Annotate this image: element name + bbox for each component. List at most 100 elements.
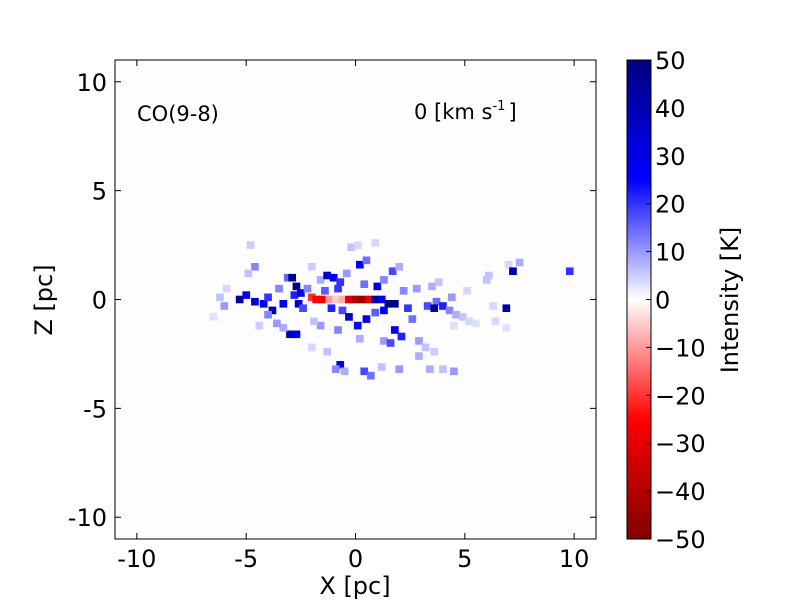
heatmap-cell: [334, 284, 342, 293]
heatmap-cell: [565, 267, 574, 275]
colorbar-tick-label: 20: [655, 191, 686, 219]
heatmap-cell: [404, 304, 412, 312]
heatmap-cell: [491, 317, 500, 326]
heatmap-cell: [415, 352, 423, 360]
heatmap-cell: [485, 271, 493, 280]
y-tick-label: 10: [76, 69, 107, 97]
heatmap-cell: [504, 260, 513, 269]
heatmap-cell: [509, 267, 517, 275]
heatmap-cell: [377, 295, 386, 304]
heatmap-cell: [502, 304, 511, 312]
heatmap-cell: [377, 363, 386, 371]
heatmap-cell: [356, 260, 364, 269]
heatmap-cell: [345, 295, 353, 304]
heatmap-cell: [299, 304, 307, 312]
x-tick-label: -5: [234, 545, 258, 573]
velocity-prefix: 0 [km s: [414, 100, 492, 124]
heatmap-cell: [399, 287, 408, 295]
x-tick-label: 10: [559, 545, 590, 573]
x-tick-label: -10: [117, 545, 156, 573]
heatmap-cell: [421, 343, 430, 352]
x-tick-label: 5: [457, 545, 472, 573]
heatmap-cell: [412, 284, 421, 293]
y-tick-label: -10: [68, 504, 107, 532]
heatmap-cell: [439, 302, 447, 310]
heatmap-cell: [364, 295, 373, 304]
heatmap-cell: [351, 295, 360, 304]
heatmap-cell: [264, 293, 272, 302]
colorbar-tick-label: −20: [655, 382, 706, 410]
heatmap-cell: [388, 267, 397, 275]
heatmap-cell: [439, 365, 447, 373]
heatmap-cell: [452, 310, 460, 319]
heatmap-cell: [268, 306, 277, 315]
heatmap-cell: [290, 291, 299, 299]
heatmap-cell: [292, 282, 301, 291]
heatmap-cell: [362, 256, 371, 265]
heatmap-cell: [242, 291, 251, 299]
heatmap-cell: [395, 263, 404, 271]
heatmap-cell: [415, 337, 423, 345]
heatmap-cell: [307, 263, 316, 271]
heatmap-cell: [332, 365, 340, 373]
heatmap-cell: [244, 269, 253, 278]
x-axis-label: X [pc]: [319, 572, 390, 600]
heatmap-cell: [318, 295, 327, 304]
heatmap-cell: [353, 321, 362, 330]
heatmap-cell: [323, 347, 331, 356]
heatmap-cell: [356, 334, 364, 343]
heatmap-cell: [430, 304, 439, 312]
heatmap-cell: [251, 297, 259, 306]
heatmap-cell: [362, 315, 371, 323]
heatmap-cell: [310, 317, 318, 326]
heatmap-cell: [358, 295, 366, 304]
heatmap-cell: [286, 330, 294, 339]
y-axis-ticks: -10 -5 0 5 10: [68, 69, 596, 532]
colorbar-tick-label: 30: [655, 143, 686, 171]
heatmap-cell: [222, 284, 231, 293]
y-tick-label: -5: [83, 395, 107, 423]
heatmap-cell: [371, 295, 380, 304]
heatmap-cell: [323, 271, 331, 280]
heatmap-cell: [384, 300, 393, 308]
heatmap-cell: [255, 321, 264, 330]
heatmap-cell: [397, 332, 406, 341]
heatmap-cell: [445, 306, 454, 315]
heatmap-cell: [450, 321, 458, 330]
heatmap-cell: [336, 278, 345, 286]
colorbar-tick-label: −50: [655, 526, 706, 554]
heatmap-cell: [340, 367, 349, 376]
heatmap-cell: [273, 319, 281, 328]
heatmap-cell: [380, 276, 388, 284]
colorbar-tick-label: 0: [655, 287, 670, 315]
heatmap-cell: [327, 304, 336, 312]
heatmap-cell: [294, 300, 303, 308]
heatmap-cell: [515, 258, 524, 267]
heatmap-cell: [386, 339, 395, 347]
heatmap-cell: [391, 326, 399, 334]
y-axis-label: Z [pc]: [30, 264, 58, 335]
heatmap-cell: [246, 241, 255, 249]
heatmap-cell: [345, 313, 353, 321]
heatmap-cell: [338, 295, 347, 304]
colorbar-tick-label: −40: [655, 478, 706, 506]
heatmap-cell: [458, 313, 467, 321]
heatmap-cell: [380, 337, 388, 345]
heatmap-cell: [347, 243, 355, 251]
heatmap-cell: [432, 297, 441, 306]
heatmap-cell: [329, 273, 338, 282]
heatmap-cell: [482, 276, 491, 284]
heatmap-cell: [220, 302, 229, 310]
heatmap-cell: [307, 293, 316, 302]
y-tick-label: 5: [92, 178, 107, 206]
heatmap-cell: [312, 295, 320, 304]
heatmap-cell: [338, 306, 347, 315]
velocity-superscript: -1: [492, 99, 505, 114]
x-axis-ticks: -10 -5 0 5 10: [117, 60, 589, 573]
heatmap-cell: [423, 302, 432, 310]
heatmap-cell: [216, 293, 224, 302]
heatmap-cell: [371, 239, 380, 247]
heatmap-cell: [209, 313, 218, 321]
heatmap-cell: [489, 302, 498, 310]
heatmap-cell: [353, 241, 362, 249]
